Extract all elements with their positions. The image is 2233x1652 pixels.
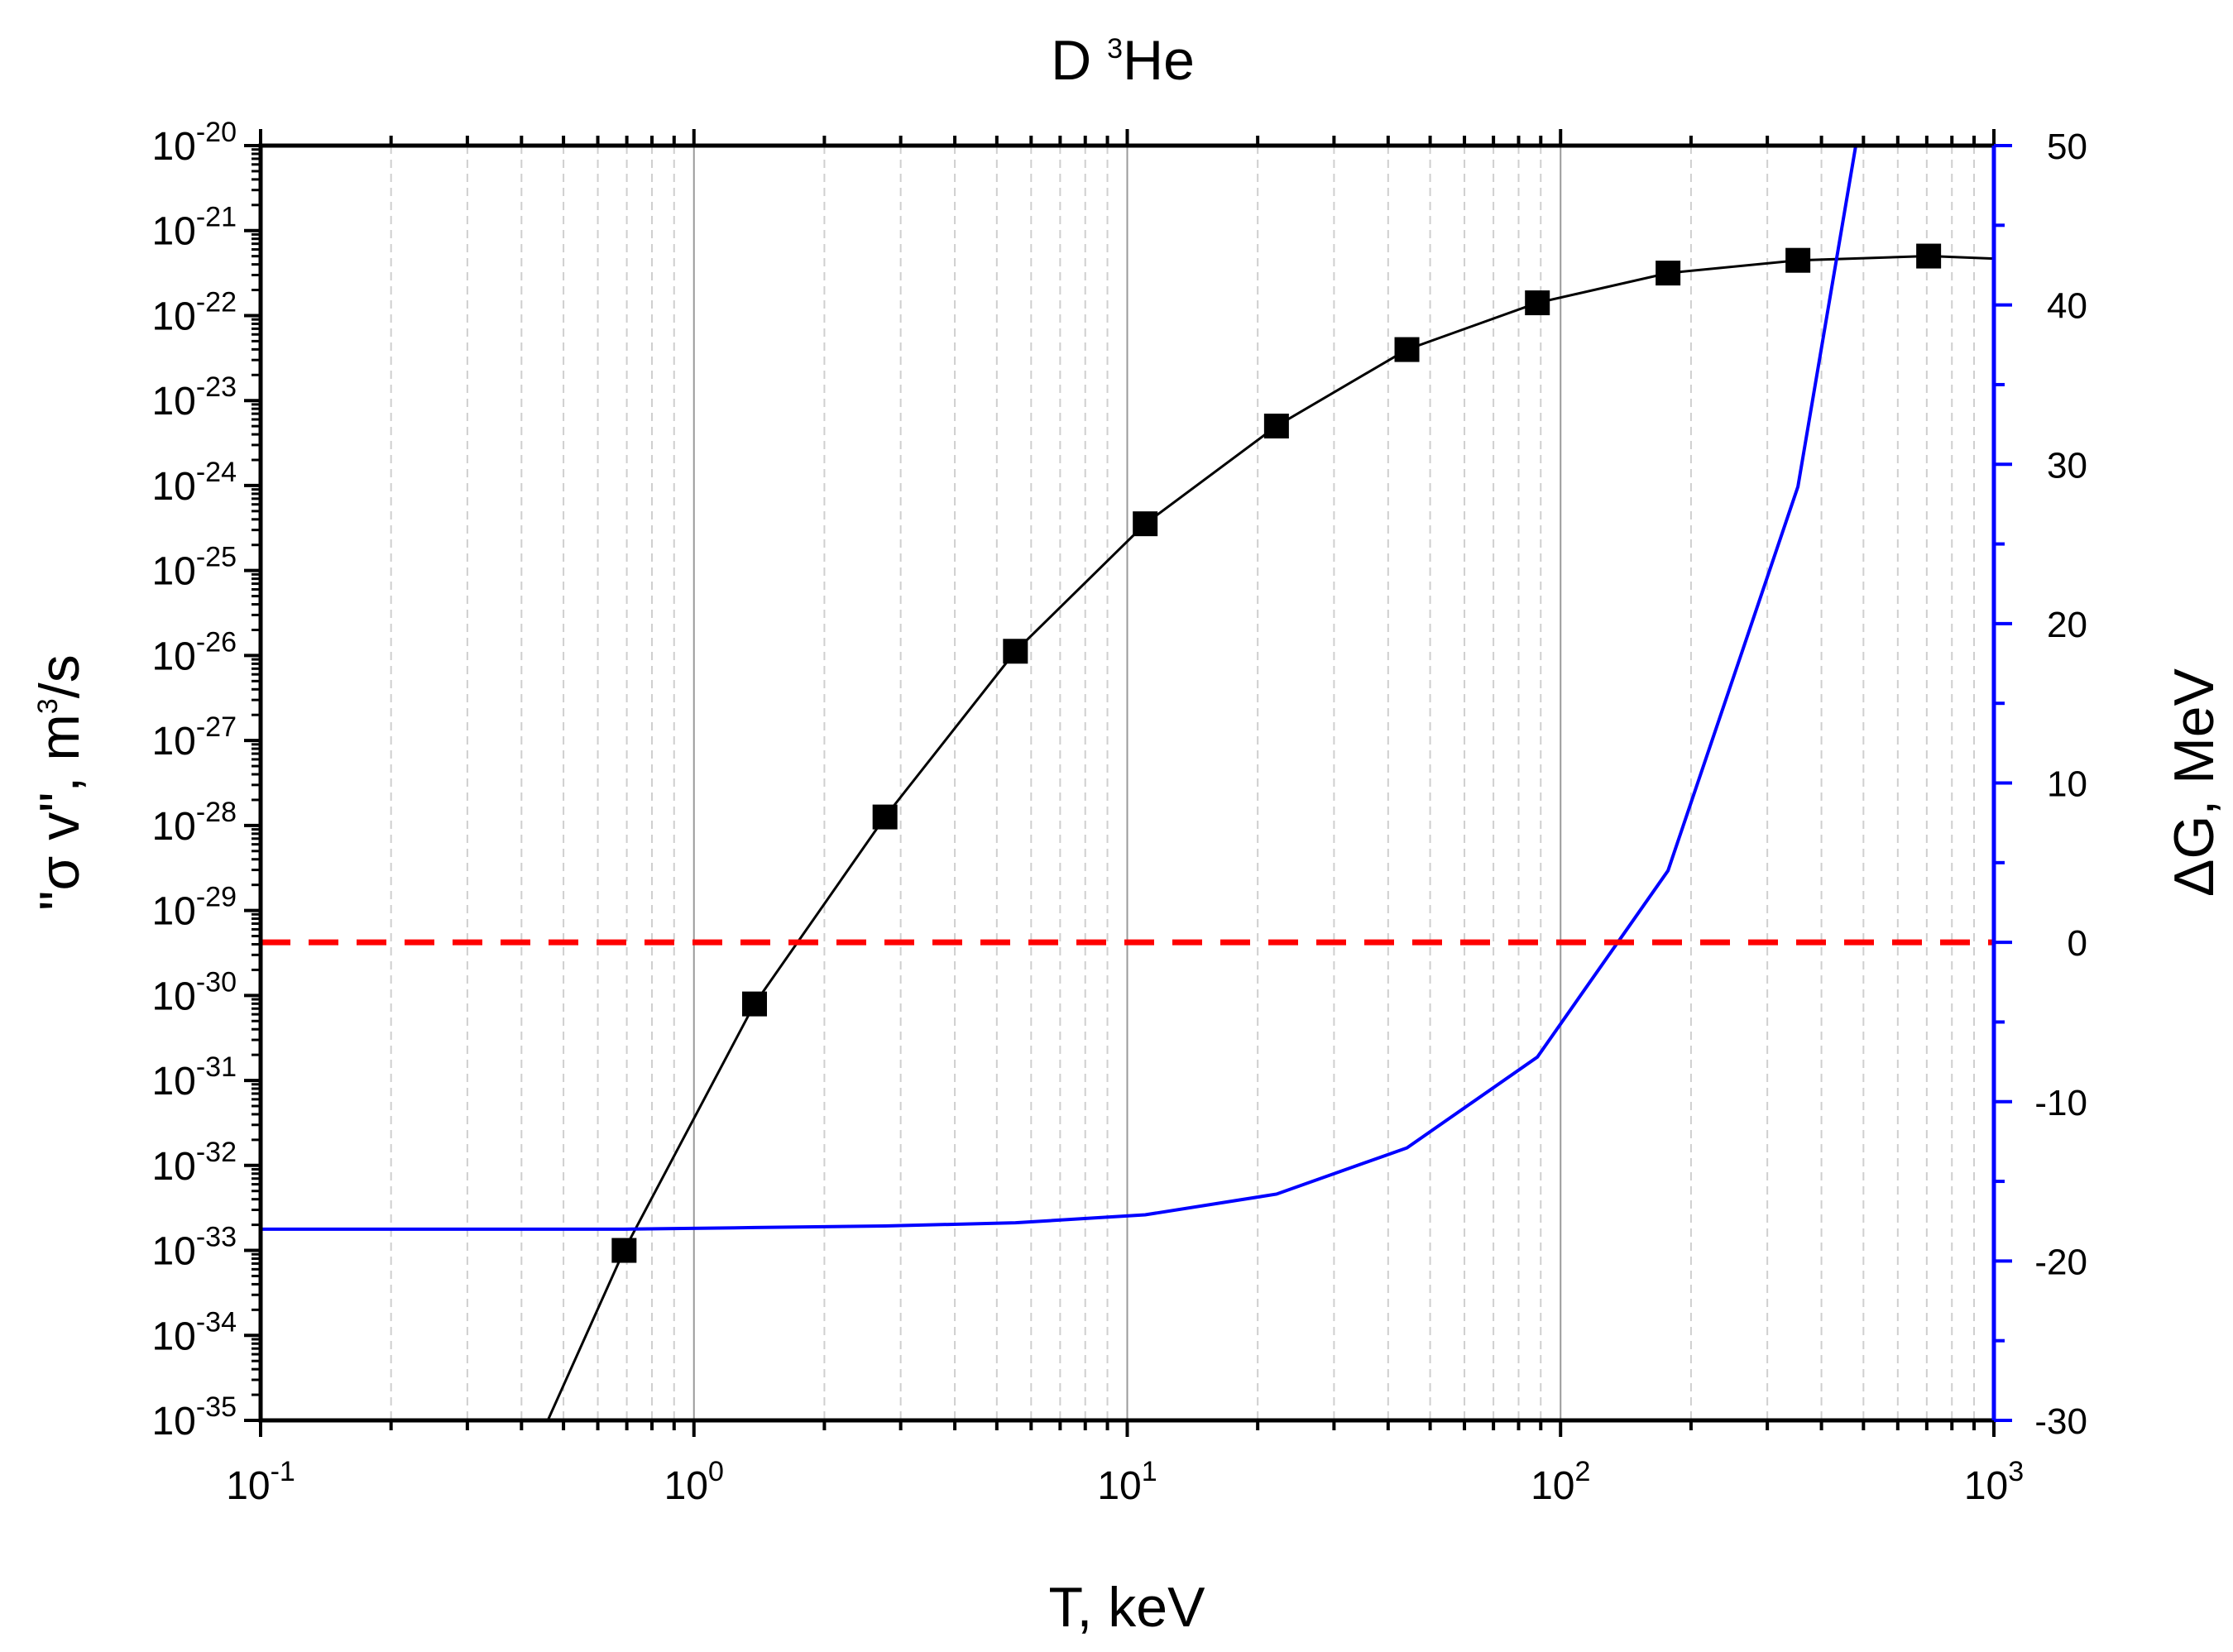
y-left-tick-label: 10-23	[151, 371, 237, 424]
data-point-sigma-v	[1003, 639, 1028, 664]
y-left-tick-label: 10-21	[151, 202, 237, 254]
y-left-tick-label: 10-32	[151, 1137, 237, 1189]
y-left-tick-label: 10-28	[151, 797, 237, 849]
y-left-axis-title: "σ v", m3/s	[28, 654, 91, 910]
x-tick-label: 102	[1531, 1456, 1590, 1508]
y-right-tick-label: 0	[2068, 923, 2087, 964]
series-layer	[261, 145, 1995, 1421]
label-layer: 10-1 100 101 102 10310-2010-2110-2210-2310-2…	[151, 117, 2087, 1508]
y-left-tick-label: 10-29	[151, 882, 237, 934]
y-left-tick-label: 10-27	[151, 711, 237, 764]
data-point-sigma-v	[611, 1238, 637, 1263]
data-point-sigma-v	[1394, 337, 1420, 362]
y-left-tick-label: 10-20	[151, 117, 237, 169]
y-right-tick-label: 10	[2047, 764, 2087, 805]
data-point-sigma-v	[1916, 243, 1942, 269]
data-point-sigma-v	[742, 991, 768, 1017]
y-right-axis-title: ΔG, MeV	[2163, 668, 2226, 897]
y-right-tick-label: 50	[2047, 127, 2087, 167]
y-right-tick-label: -30	[2034, 1401, 2087, 1442]
x-axis-title: T, keV	[1049, 1576, 1206, 1639]
data-point-sigma-v	[1133, 511, 1158, 537]
x-tick-label: 10-1	[226, 1456, 295, 1508]
x-tick-label: 100	[664, 1456, 724, 1508]
y-left-tick-label: 10-34	[151, 1306, 237, 1358]
data-point-sigma-v	[1263, 414, 1289, 439]
data-point-sigma-v	[1785, 247, 1811, 273]
y-left-tick-label: 10-30	[151, 966, 237, 1018]
data-point-sigma-v	[872, 804, 898, 830]
data-point-sigma-v	[1525, 290, 1550, 316]
y-right-tick-label: 20	[2047, 605, 2087, 645]
x-tick-label: 101	[1097, 1456, 1157, 1508]
y-left-tick-label: 10-33	[151, 1222, 237, 1274]
y-right-tick-label: -20	[2034, 1242, 2087, 1282]
series-line-delta-g	[261, 145, 1858, 1231]
y-left-tick-label: 10-31	[151, 1051, 237, 1104]
y-left-tick-label: 10-35	[151, 1391, 237, 1444]
y-right-tick-label: 40	[2047, 286, 2087, 327]
y-left-tick-label: 10-22	[151, 286, 237, 338]
x-tick-label: 103	[1964, 1456, 2024, 1508]
y-right-tick-label: 30	[2047, 445, 2087, 486]
y-left-tick-label: 10-26	[151, 626, 237, 678]
tick-layer	[244, 129, 2012, 1437]
y-right-tick-label: -10	[2034, 1083, 2087, 1123]
y-left-tick-label: 10-24	[151, 457, 237, 509]
data-point-sigma-v	[1656, 261, 1681, 286]
chart-title: D 3He	[1051, 29, 1195, 92]
grid-layer	[390, 146, 1976, 1420]
y-left-tick-label: 10-25	[151, 542, 237, 594]
